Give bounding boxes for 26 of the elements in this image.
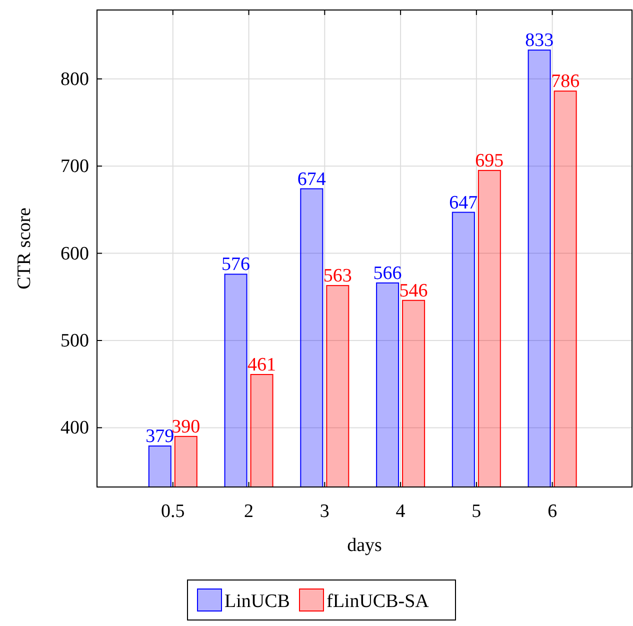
data-label: 695 — [475, 150, 504, 172]
data-label: 674 — [297, 168, 326, 190]
x-tick-label: 6 — [548, 501, 558, 522]
data-label: 546 — [399, 280, 428, 302]
x-tick-label: 2 — [244, 501, 254, 522]
data-label: 461 — [248, 354, 276, 376]
data-label: 833 — [525, 30, 554, 52]
y-axis-title: CTR score — [14, 208, 35, 290]
x-axis-title: days — [347, 535, 382, 556]
data-label: 576 — [222, 254, 250, 276]
x-tick-label: 0.5 — [161, 501, 185, 522]
legend-label: fLinUCB-SA — [326, 591, 430, 612]
y-tick-label: 400 — [60, 418, 89, 439]
data-label: 566 — [373, 262, 402, 284]
x-tick-label: 5 — [472, 501, 482, 522]
data-label: 647 — [449, 192, 478, 214]
x-tick-label: 3 — [320, 501, 330, 522]
x-tick-label: 4 — [396, 501, 406, 522]
data-label: 563 — [323, 266, 352, 287]
y-tick-label: 600 — [60, 243, 89, 264]
legend-label: LinUCB — [224, 591, 290, 612]
y-tick-label: 700 — [60, 156, 89, 178]
data-label: 379 — [146, 426, 174, 448]
y-tick-label: 800 — [60, 68, 89, 90]
y-tick-label: 500 — [60, 330, 89, 352]
data-label: 786 — [551, 71, 580, 92]
